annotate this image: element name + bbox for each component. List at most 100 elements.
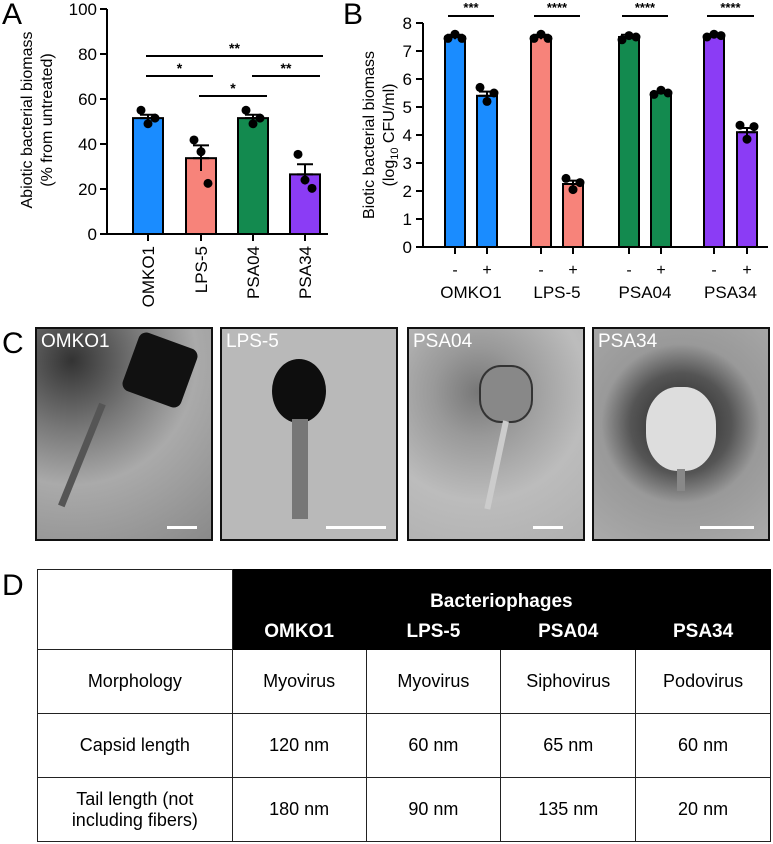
data-point [300, 175, 310, 185]
tail-shape [677, 469, 685, 491]
bar [530, 36, 552, 248]
column-header: LPS-5 [365, 613, 502, 650]
panel-label-b: B [343, 0, 364, 31]
group-label: LPS-5 [533, 283, 580, 302]
micrograph-psa34: PSA34 [592, 327, 770, 541]
micrograph-label: PSA04 [413, 331, 473, 352]
y-tick-label: 80 [78, 45, 97, 64]
significance-label: * [230, 80, 236, 96]
significance-label: **** [547, 0, 568, 15]
x-tick-label: LPS-5 [192, 246, 211, 293]
table-cell: 60 nm [365, 713, 502, 778]
data-point [450, 29, 460, 39]
data-point [709, 29, 719, 39]
row-label: Capsid length [37, 713, 233, 778]
condition-label: - [452, 262, 457, 279]
y-tick-label: 4 [403, 126, 412, 145]
table-row: Tail length (not including fibers) 180 nm… [37, 777, 771, 842]
scale-bar [700, 526, 754, 529]
table-cell: Myovirus [231, 649, 367, 714]
bar [444, 36, 466, 248]
condition-label: - [711, 262, 716, 279]
column-header: PSA34 [635, 613, 771, 650]
micrograph-label: PSA34 [598, 331, 658, 352]
data-point [529, 33, 539, 43]
chart-abiotic-biomass: Abiotic bacterial biomass (% from untrea… [19, 0, 328, 307]
table-cell: 90 nm [365, 777, 502, 842]
y-tick-label: 2 [403, 182, 412, 201]
micrograph-psa04: PSA04 [407, 327, 585, 541]
data-point [656, 85, 666, 95]
data-point [475, 82, 485, 92]
table-cell: Myovirus [365, 649, 502, 714]
y-tick-label: 5 [403, 98, 412, 117]
y-axis-label-a-line1: Abiotic bacterial biomass [19, 32, 36, 209]
capsid-shape [646, 387, 716, 471]
data-point [735, 120, 745, 130]
y-tick-label: 7 [403, 42, 412, 61]
group-header: Bacteriophages [231, 569, 772, 614]
y-tick-label: 3 [403, 154, 412, 173]
data-point [742, 134, 752, 144]
bar [237, 117, 269, 235]
data-point [624, 31, 634, 41]
data-point [631, 32, 641, 42]
table-cell: 135 nm [500, 777, 637, 842]
data-point [561, 173, 571, 183]
bar [618, 36, 640, 248]
bar [650, 92, 672, 248]
data-point [482, 96, 492, 106]
bar-charts: Abiotic bacterial biomass (% from untrea… [19, 0, 768, 307]
column-header: PSA04 [500, 613, 637, 650]
data-point [150, 113, 160, 123]
data-point [568, 185, 578, 195]
data-point [255, 113, 265, 123]
x-tick-label: PSA34 [296, 246, 315, 299]
y-tick-label: 6 [403, 70, 412, 89]
capsid-shape [479, 365, 533, 423]
data-point [489, 88, 499, 98]
significance-label: ** [281, 60, 292, 76]
condition-label: - [626, 262, 631, 279]
tail-shape [484, 420, 509, 510]
condition-label: + [656, 262, 665, 279]
table-row: Morphology Myovirus Myovirus Siphovirus … [37, 649, 771, 714]
y-axis-label-b-line2: (log10 CFU/ml) [381, 84, 401, 187]
data-point [136, 105, 146, 115]
condition-label: + [482, 262, 491, 279]
data-point [203, 178, 213, 188]
capsid-shape [120, 330, 200, 410]
data-point [196, 147, 206, 157]
table-cell: 60 nm [635, 713, 771, 778]
bar [703, 34, 725, 248]
significance-label: * [177, 60, 183, 76]
table-cell: 65 nm [500, 713, 637, 778]
scale-bar [167, 526, 197, 529]
condition-label: + [568, 262, 577, 279]
panel-label-a: A [2, 0, 23, 31]
data-point [143, 119, 153, 129]
empty-corner-cell [37, 569, 233, 650]
data-point [307, 183, 317, 193]
data-point [543, 33, 553, 43]
data-point [716, 31, 726, 41]
scale-bar [533, 526, 563, 529]
phage-properties-table: Bacteriophages OMKO1 LPS-5 PSA04 PSA34 M… [37, 569, 772, 842]
y-tick-label: 40 [78, 135, 97, 154]
column-header: OMKO1 [231, 613, 367, 650]
table-cell: 180 nm [231, 777, 367, 842]
chart-biotic-biomass: Biotic bacterial biomass (log10 CFU/ml) … [361, 0, 768, 302]
y-tick-label: 0 [403, 238, 412, 257]
x-tick-label: PSA04 [244, 246, 263, 299]
group-label: OMKO1 [440, 283, 501, 302]
tail-shape [292, 419, 308, 519]
group-label: PSA04 [619, 283, 672, 302]
data-point [617, 35, 627, 45]
significance-label: **** [635, 0, 656, 15]
y-axis-label-a-line2: (% from untreated) [39, 53, 56, 186]
data-point [189, 135, 199, 145]
condition-label: + [742, 262, 751, 279]
group-label: PSA34 [704, 283, 757, 302]
data-point [702, 32, 712, 42]
